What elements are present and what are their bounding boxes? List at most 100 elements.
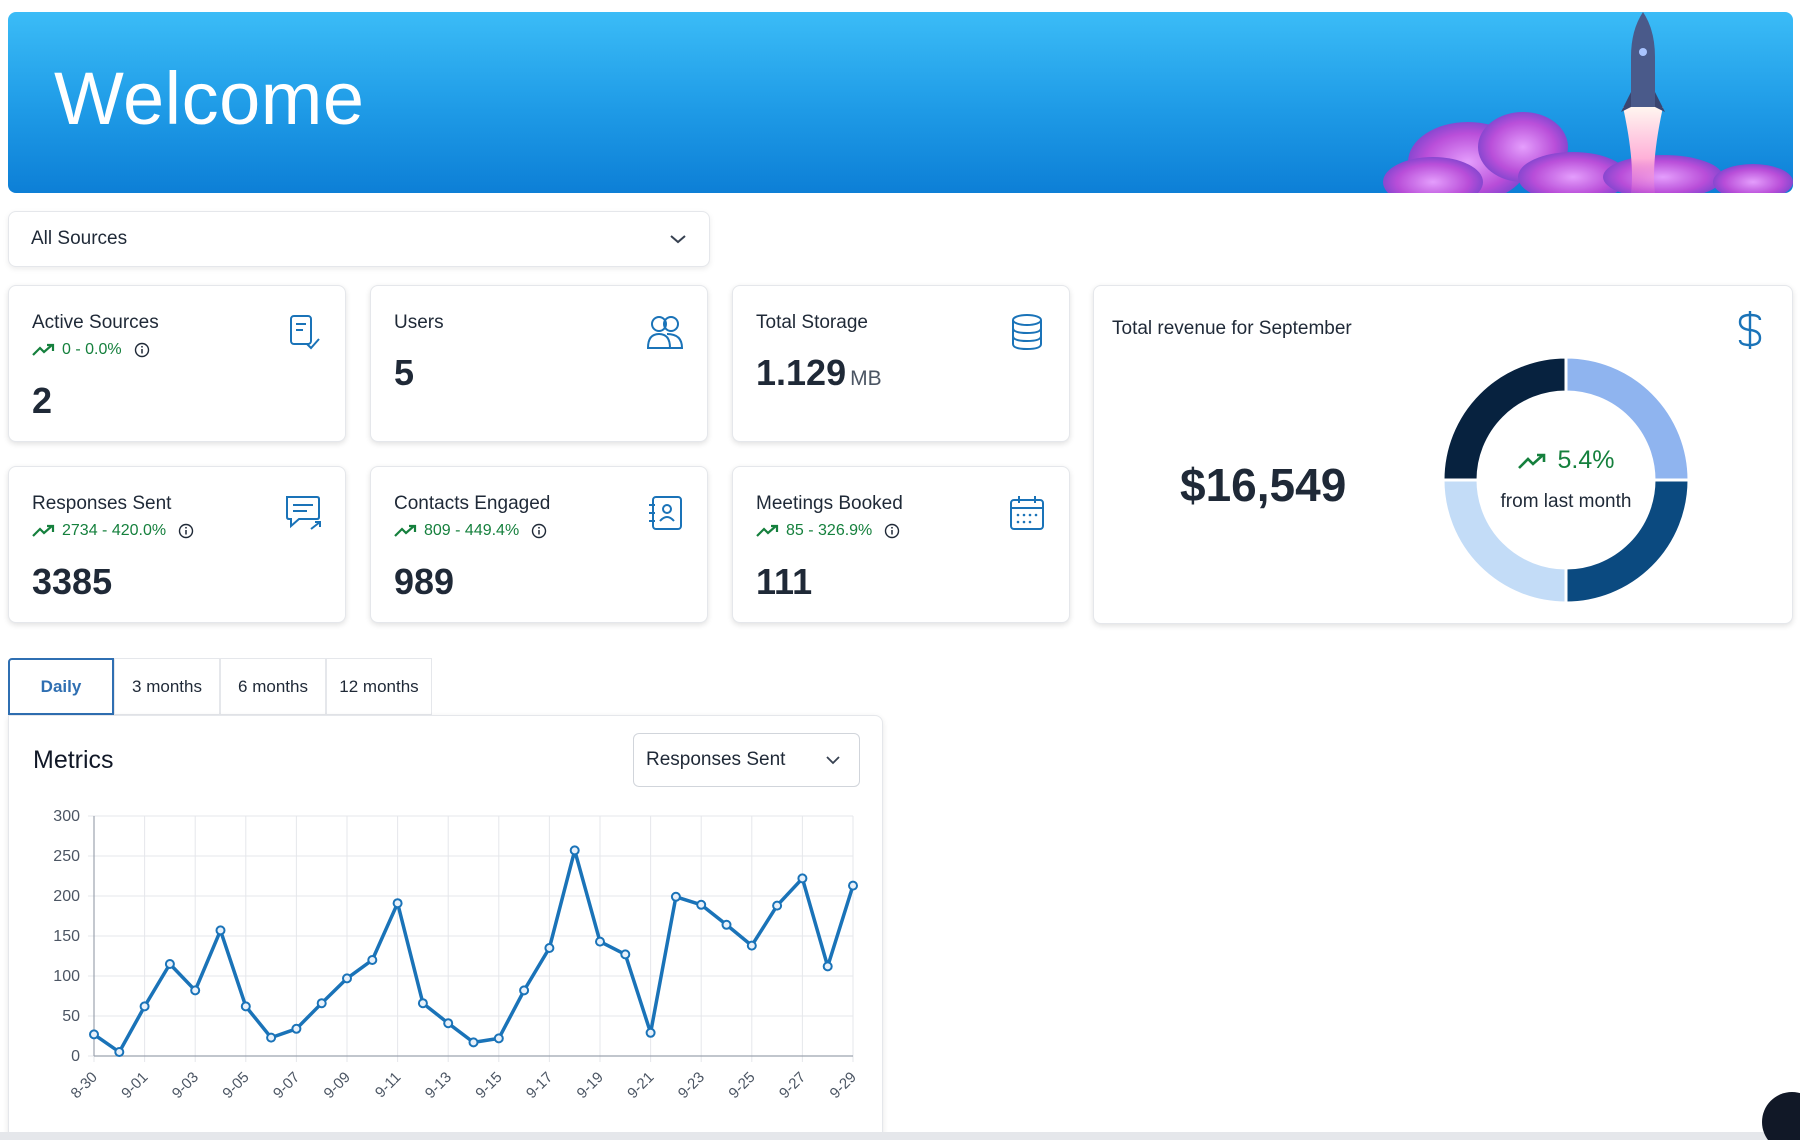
trending-up-icon bbox=[756, 524, 779, 537]
chat-icon bbox=[286, 496, 321, 530]
stat-label: Users bbox=[394, 312, 444, 333]
storage-unit: MB bbox=[850, 367, 882, 390]
data-point[interactable] bbox=[696, 899, 707, 910]
welcome-banner: Welcome bbox=[8, 12, 1793, 193]
data-point[interactable] bbox=[215, 925, 226, 936]
x-tick-label: 9-19 bbox=[574, 1069, 607, 1102]
checklist-icon bbox=[290, 315, 320, 350]
tab-12-months[interactable]: 12 months bbox=[326, 658, 432, 715]
data-point[interactable] bbox=[797, 873, 808, 884]
stat-card-active-sources: Active Sources 0 - 0.0% 2 bbox=[8, 285, 346, 442]
data-point[interactable] bbox=[367, 955, 378, 965]
x-tick-label: 9-07 bbox=[270, 1069, 303, 1102]
data-point[interactable] bbox=[89, 1029, 99, 1040]
data-point[interactable] bbox=[316, 998, 327, 1009]
stat-card-contacts-engaged: Contacts Engaged 809 - 449.4% 989 bbox=[370, 466, 708, 623]
x-tick-label: 9-23 bbox=[675, 1069, 708, 1102]
data-point[interactable] bbox=[417, 998, 428, 1009]
data-point[interactable] bbox=[721, 919, 732, 930]
data-point[interactable] bbox=[519, 985, 530, 996]
stat-label: Responses Sent bbox=[32, 493, 172, 514]
tab-daily[interactable]: Daily bbox=[8, 658, 114, 715]
stat-trend: 85 - 326.9% bbox=[756, 522, 900, 540]
revenue-donut-chart bbox=[1441, 355, 1691, 605]
data-point[interactable] bbox=[746, 940, 757, 951]
dollar-icon bbox=[1738, 311, 1762, 349]
donut-segment-3 bbox=[1441, 355, 1568, 482]
stat-trend-text: 85 - 326.9% bbox=[786, 522, 873, 539]
info-icon[interactable] bbox=[134, 342, 150, 358]
data-point[interactable] bbox=[392, 898, 403, 909]
data-point[interactable] bbox=[443, 1018, 454, 1029]
rocket-launch-illustration bbox=[1383, 12, 1793, 193]
info-icon[interactable] bbox=[884, 523, 900, 539]
revenue-change: 5.4% bbox=[1441, 446, 1691, 475]
metrics-panel: Metrics Responses Sent 0 50 100 150 200 250 30… bbox=[8, 715, 883, 1140]
x-tick-label: 9-13 bbox=[422, 1069, 455, 1102]
data-point[interactable] bbox=[468, 1037, 479, 1048]
y-tick-label: 200 bbox=[53, 888, 80, 905]
data-point[interactable] bbox=[569, 845, 580, 856]
data-point[interactable] bbox=[164, 959, 175, 969]
stat-value: 111 bbox=[756, 561, 813, 602]
banner-title: Welcome bbox=[54, 57, 365, 140]
stat-card-meetings-booked: Meetings Booked 85 - 326.9% 111 bbox=[732, 466, 1070, 623]
stat-value: 2 bbox=[32, 380, 53, 421]
data-point[interactable] bbox=[139, 1001, 150, 1012]
data-point[interactable] bbox=[342, 973, 352, 984]
data-point[interactable] bbox=[822, 961, 833, 972]
stat-value: 5 bbox=[394, 352, 415, 393]
data-point[interactable] bbox=[544, 943, 555, 953]
period-tabs: Daily 3 months 6 months 12 months bbox=[8, 658, 432, 715]
tab-3-months[interactable]: 3 months bbox=[114, 658, 220, 715]
data-point[interactable] bbox=[493, 1033, 504, 1044]
info-icon[interactable] bbox=[531, 523, 547, 539]
metrics-title: Metrics bbox=[33, 746, 114, 774]
data-point[interactable] bbox=[291, 1023, 302, 1034]
metric-selector-value: Responses Sent bbox=[646, 749, 786, 770]
stat-card-responses-sent: Responses Sent 2734 - 420.0% 3385 bbox=[8, 466, 346, 623]
chevron-down-icon bbox=[670, 235, 686, 244]
stat-trend-text: 809 - 449.4% bbox=[424, 522, 520, 539]
data-point[interactable] bbox=[266, 1032, 277, 1043]
chat-launcher-button[interactable] bbox=[1762, 1092, 1800, 1140]
revenue-amount: $16,549 bbox=[1180, 459, 1347, 511]
source-filter-dropdown[interactable]: All Sources bbox=[8, 211, 710, 267]
x-tick-label: 9-11 bbox=[372, 1069, 404, 1101]
stat-trend-text: 2734 - 420.0% bbox=[62, 522, 167, 539]
tab-6-months[interactable]: 6 months bbox=[220, 658, 326, 715]
data-point[interactable] bbox=[645, 1027, 656, 1038]
x-tick-label: 9-01 bbox=[118, 1069, 151, 1102]
trending-up-icon bbox=[32, 524, 55, 537]
x-tick-label: 9-09 bbox=[321, 1069, 354, 1102]
data-point[interactable] bbox=[240, 1001, 251, 1012]
stat-value: 989 bbox=[394, 561, 455, 602]
trending-up-icon bbox=[394, 524, 417, 537]
x-tick-label: 9-17 bbox=[523, 1069, 556, 1102]
x-tick-label: 8-30 bbox=[68, 1069, 101, 1102]
info-icon[interactable] bbox=[178, 523, 194, 539]
trending-up-icon bbox=[1517, 453, 1545, 469]
contacts-icon bbox=[649, 496, 682, 530]
data-point[interactable] bbox=[772, 900, 783, 911]
y-tick-label: 300 bbox=[53, 808, 80, 825]
database-icon bbox=[1012, 314, 1042, 351]
y-tick-label: 0 bbox=[71, 1048, 80, 1065]
horizontal-scrollbar[interactable] bbox=[0, 1132, 1800, 1140]
x-tick-label: 9-21 bbox=[624, 1069, 657, 1102]
data-point[interactable] bbox=[190, 985, 201, 996]
data-point[interactable] bbox=[595, 936, 605, 947]
y-tick-label: 250 bbox=[53, 848, 80, 865]
data-point[interactable] bbox=[848, 880, 858, 891]
metric-selector-dropdown[interactable]: Responses Sent bbox=[633, 733, 860, 787]
data-point[interactable] bbox=[114, 1047, 125, 1057]
stat-value: 1.129 MB bbox=[756, 352, 882, 394]
data-point[interactable] bbox=[670, 891, 681, 902]
revenue-change-value: 5.4% bbox=[1557, 446, 1615, 474]
data-point[interactable] bbox=[620, 949, 631, 960]
x-tick-label: 9-03 bbox=[169, 1069, 202, 1102]
stat-trend: 2734 - 420.0% bbox=[32, 522, 194, 540]
users-icon bbox=[646, 316, 684, 349]
stat-label: Contacts Engaged bbox=[394, 493, 551, 514]
calendar-icon bbox=[1010, 496, 1044, 530]
